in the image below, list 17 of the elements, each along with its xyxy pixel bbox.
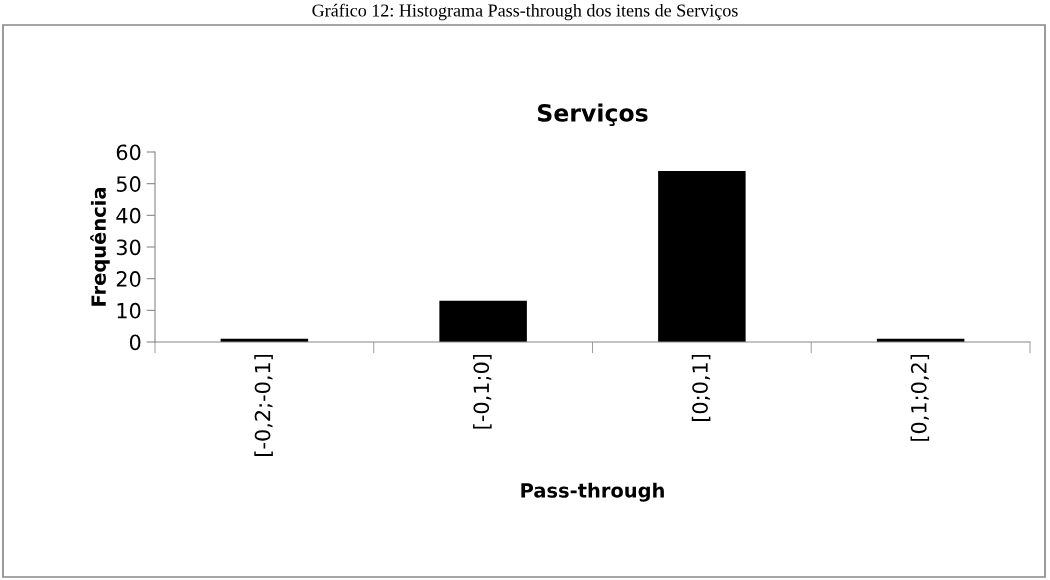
bar [439,300,527,342]
y-tick-label: 60 [116,144,141,161]
text: Gráfico 12: Histograma Pass-through dos itens de Serviços [312,3,738,21]
bar [658,171,746,342]
x-tick-label: [-0,1;0] [473,354,492,429]
y-tick-label: 0 [129,334,141,351]
x-tick-label: [0;0,1] [691,354,711,421]
y-tick-label: 10 [117,302,141,319]
y-axis-title: Frequência [90,188,110,306]
y-tick-label: 40 [116,207,141,224]
y-tick-label: 20 [116,271,141,287]
y-tick-label: 30 [116,239,141,256]
x-tick-label: [0,1;0,2] [910,354,930,441]
chart-title: Serviços [537,103,648,127]
x-axis-title: Pass-through [521,482,664,502]
x-tick-label: [-0,2;-0,1] [254,354,273,456]
y-tick-label: 50 [116,176,141,192]
